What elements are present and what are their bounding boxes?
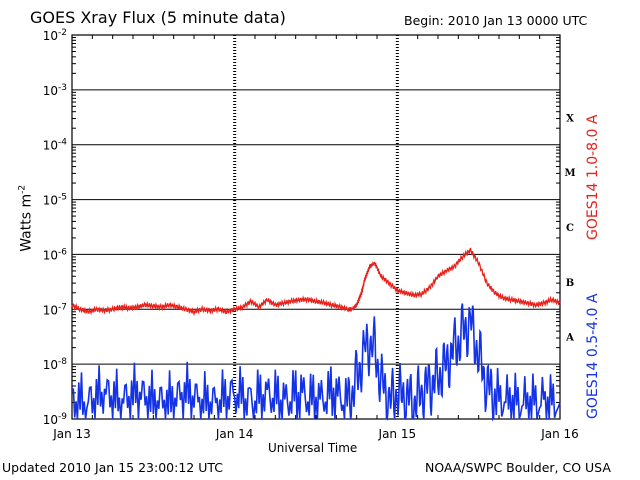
x-tick-label: Jan 13	[52, 427, 91, 441]
series-long-channel-line	[71, 247, 561, 317]
y-tick-label: 10-4	[43, 138, 68, 153]
flare-class-label: X	[566, 113, 574, 124]
y-tick-label: 10-8	[43, 357, 68, 372]
y-tick-label: 10-3	[43, 83, 67, 98]
x-tick-label: Jan 15	[378, 427, 417, 441]
y-tick-label: 10-2	[43, 28, 67, 43]
plot-frame	[71, 34, 561, 420]
y-tick-label: 10-7	[43, 302, 67, 317]
updated-timestamp: Updated 2010 Jan 15 23:00:12 UTC	[2, 460, 223, 475]
chart-title: GOES Xray Flux (5 minute data)	[30, 8, 286, 27]
y-tick-label: 10-6	[43, 247, 68, 262]
y-tick-label: 10-9	[43, 412, 68, 427]
series-short-channel-line	[71, 303, 561, 422]
flare-class-label: C	[566, 223, 574, 234]
x-tick-label: Jan 16	[540, 427, 579, 441]
flare-class-label: M	[564, 168, 575, 179]
flare-class-label: A	[565, 333, 574, 344]
credit-label: NOAA/SWPC Boulder, CO USA	[425, 460, 611, 475]
x-axis-label: Universal Time	[268, 441, 358, 455]
x-tick-label: Jan 14	[215, 427, 254, 441]
flare-class-label: B	[566, 278, 574, 289]
y-tick-label: 10-5	[43, 193, 67, 208]
begin-label: Begin: 2010 Jan 13 0000 UTC	[404, 13, 588, 28]
